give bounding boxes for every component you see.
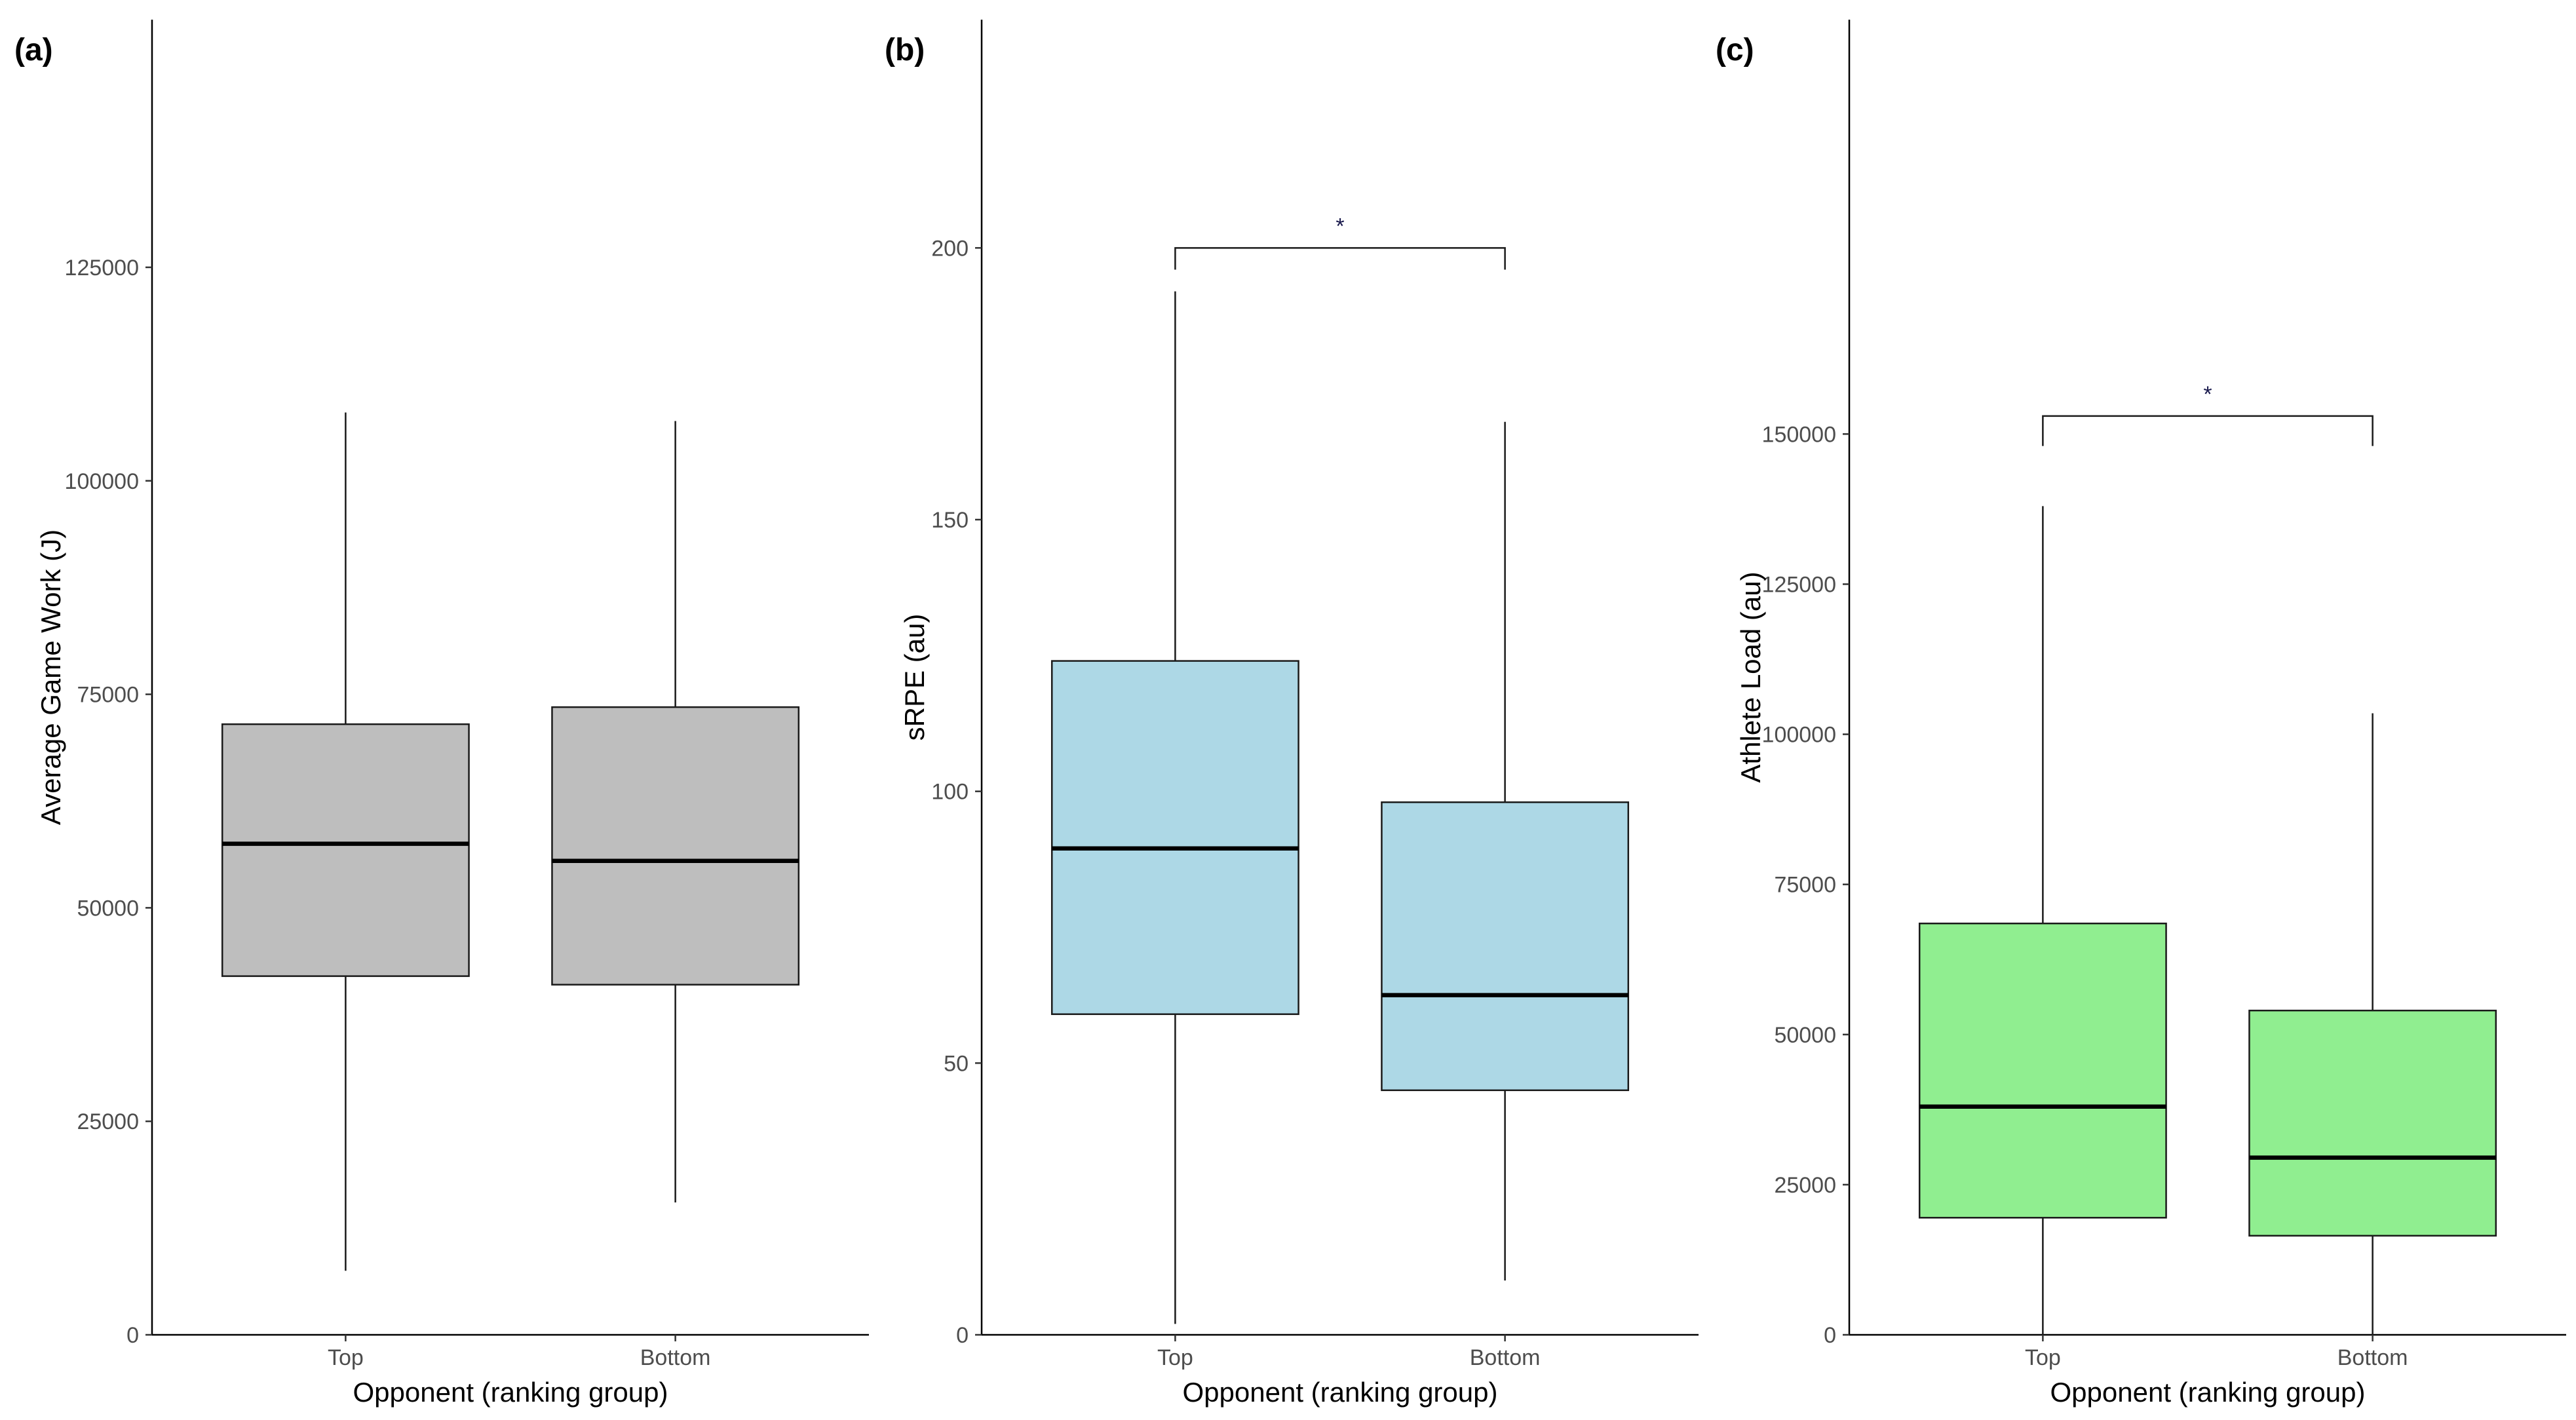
iqr-box bbox=[221, 723, 470, 977]
y-tick-label: 0 bbox=[1824, 1323, 1836, 1348]
y-tick-label: 75000 bbox=[1774, 873, 1836, 898]
panel-label: (a) bbox=[14, 33, 53, 67]
y-tick-label: 100000 bbox=[65, 469, 139, 494]
iqr-box bbox=[1381, 801, 1630, 1092]
significance-bracket bbox=[1174, 247, 1506, 270]
x-tick-label: Bottom bbox=[2337, 1345, 2408, 1370]
y-tick-label: 125000 bbox=[65, 256, 139, 280]
iqr-box bbox=[1050, 660, 1299, 1015]
y-tick-label: 25000 bbox=[1774, 1173, 1836, 1198]
x-tick-label: Bottom bbox=[1470, 1345, 1541, 1370]
y-tick-label: 150000 bbox=[1762, 422, 1836, 447]
y-tick-label: 50 bbox=[944, 1051, 969, 1076]
panel-2: (b) 0 50 100 150 200 Top Bottom * Opponent (ranki… bbox=[885, 20, 1699, 1408]
significance-star: * bbox=[2203, 382, 2212, 407]
y-tick-label: 50000 bbox=[1774, 1023, 1836, 1048]
panel-3: (c) 0 25000 50000 75000 100000 125000 150000 Top… bbox=[1716, 20, 2566, 1408]
iqr-box bbox=[1918, 922, 2167, 1219]
panel-label: (b) bbox=[885, 33, 925, 67]
x-tick-label: Top bbox=[1157, 1345, 1193, 1370]
y-tick-label: 150 bbox=[931, 508, 969, 533]
y-tick-label: 0 bbox=[126, 1323, 139, 1348]
y-axis-title: Athlete Load (au) bbox=[1735, 571, 1766, 782]
y-axis-title: Average Game Work (J) bbox=[35, 529, 66, 825]
significance-star: * bbox=[1336, 214, 1344, 239]
x-axis-title: Opponent (ranking group) bbox=[353, 1377, 668, 1408]
y-tick-label: 125000 bbox=[1762, 572, 1836, 597]
box-bottom bbox=[551, 421, 800, 1202]
x-tick-label: Top bbox=[2025, 1345, 2061, 1370]
x-tick-label: Top bbox=[328, 1345, 364, 1370]
box-top bbox=[1918, 506, 2167, 1335]
x-axis-title: Opponent (ranking group) bbox=[2050, 1377, 2366, 1408]
y-tick-label: 100 bbox=[931, 780, 969, 805]
box-top bbox=[1050, 291, 1299, 1324]
y-tick-label: 50000 bbox=[77, 896, 139, 921]
box-bottom bbox=[1381, 421, 1630, 1281]
iqr-box bbox=[551, 706, 800, 986]
y-tick-label: 100000 bbox=[1762, 723, 1836, 748]
y-tick-label: 0 bbox=[956, 1323, 969, 1348]
y-axis-title: sRPE (au) bbox=[899, 614, 930, 741]
panel-label: (c) bbox=[1716, 33, 1754, 67]
iqr-box bbox=[2248, 1009, 2497, 1237]
x-axis-title: Opponent (ranking group) bbox=[1183, 1377, 1498, 1408]
box-top bbox=[221, 412, 470, 1271]
y-tick-label: 200 bbox=[931, 236, 969, 261]
x-tick-label: Bottom bbox=[640, 1345, 711, 1370]
significance-bracket bbox=[2042, 415, 2374, 446]
panel-1: (a) 0 25000 50000 75000 100000 125000 Top Bottom… bbox=[14, 20, 869, 1408]
box-bottom bbox=[2248, 713, 2497, 1335]
y-tick-label: 25000 bbox=[77, 1109, 139, 1134]
y-tick-label: 75000 bbox=[77, 683, 139, 708]
